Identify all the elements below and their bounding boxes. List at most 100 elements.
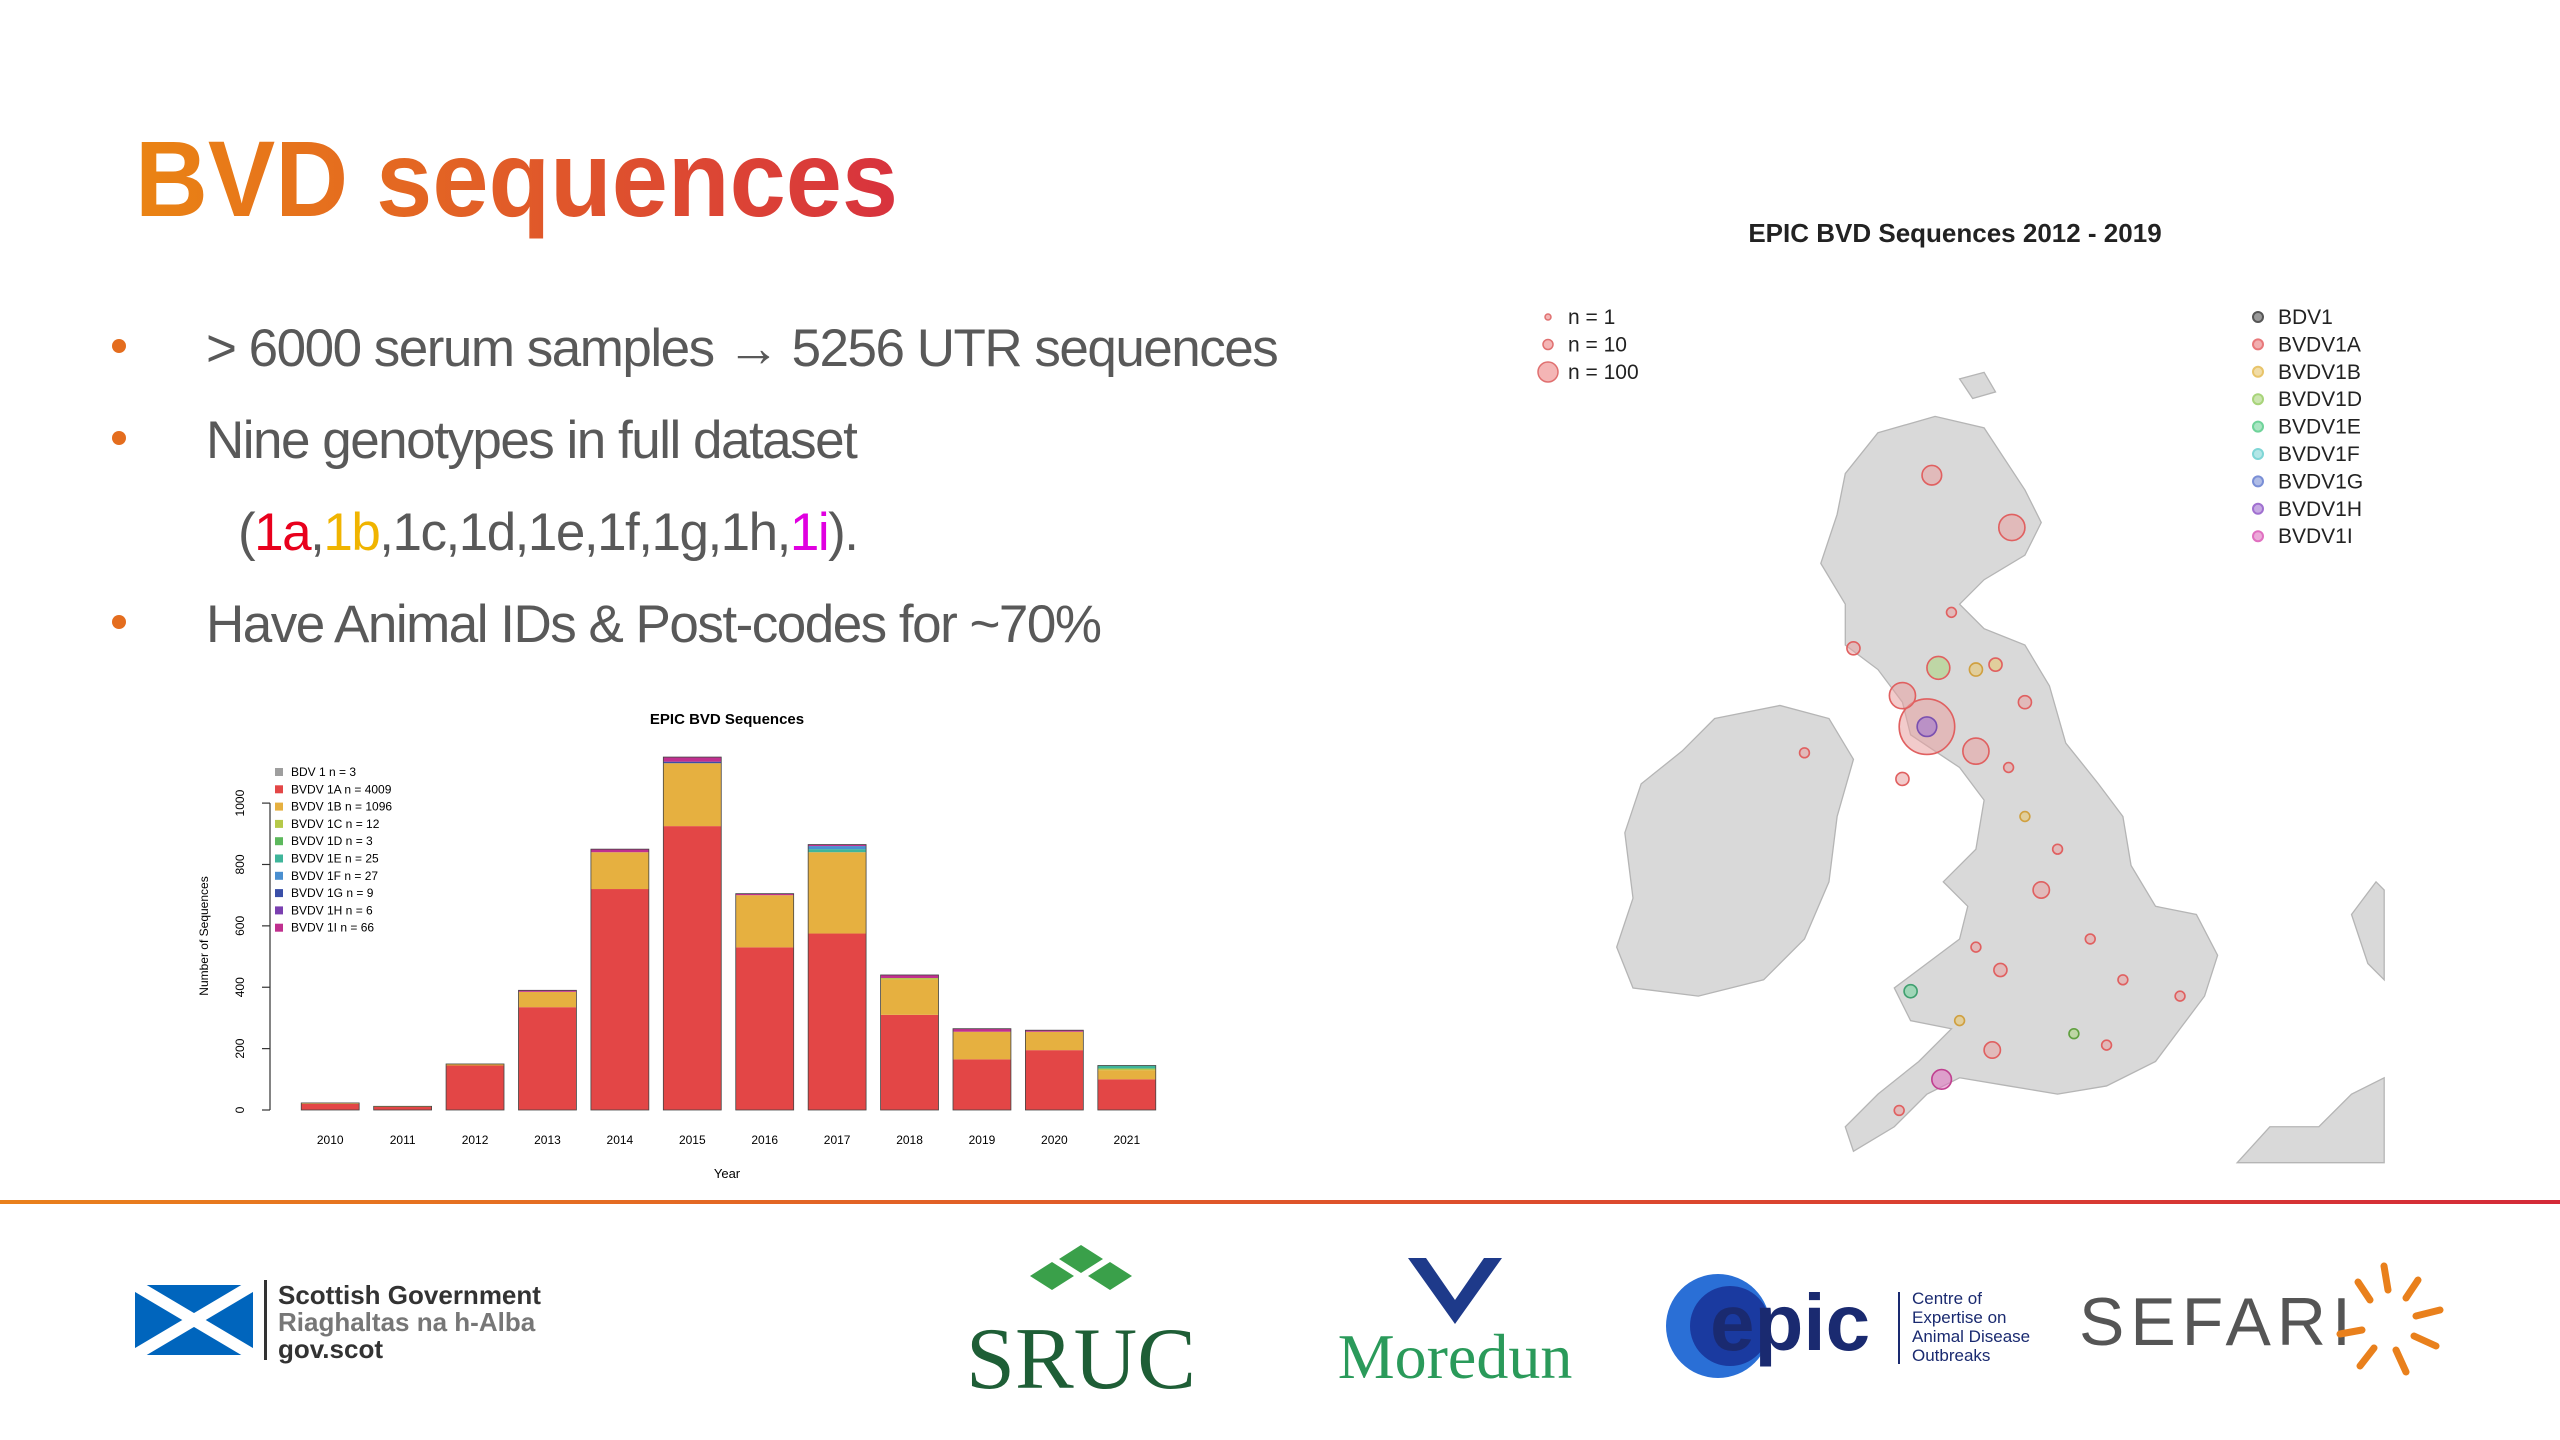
logo-text: Animal Disease [1912, 1327, 2030, 1346]
bar-outline [735, 893, 795, 1111]
text-span: ). [828, 503, 857, 562]
y-tick-label: 1000 [233, 789, 247, 816]
bar-outline [662, 756, 722, 1111]
legend-marker [2252, 530, 2264, 543]
legend-label: BVDV 1G n = 9 [291, 886, 374, 900]
orkney [1958, 371, 1997, 400]
legend-swatch [275, 802, 283, 811]
slide-title: BVD sequences [135, 118, 898, 239]
map-points [1798, 464, 2186, 1117]
legend-marker [2252, 475, 2264, 488]
logo-text: Expertise on [1912, 1308, 2007, 1327]
bar-segment [301, 1103, 360, 1110]
epic-logo: epic Centre of Expertise on Animal Disea… [1666, 1274, 2030, 1378]
legend-label: BDV1 [2278, 306, 2333, 329]
x-tick-label: 2013 [534, 1133, 561, 1147]
bar-outline [952, 1028, 1012, 1111]
ireland [1615, 704, 1855, 997]
x-axis-label: Year [714, 1166, 741, 1181]
x-tick-label: 2020 [1041, 1133, 1068, 1147]
x-tick-label: 2018 [896, 1133, 923, 1147]
bar-segment [808, 844, 867, 847]
continent [2350, 880, 2385, 982]
size-legend-label: n = 1 [1568, 306, 1615, 329]
y-tick-label: 200 [233, 1038, 247, 1058]
legend-label: BVDV 1H n = 6 [291, 903, 373, 917]
legend-swatch [275, 785, 283, 794]
bar-segment [808, 933, 867, 1110]
logo-text: epic [1710, 1278, 1870, 1367]
bar-segment [518, 991, 577, 1008]
legend-marker [2252, 420, 2264, 433]
x-tick-label: 2015 [679, 1133, 706, 1147]
sruc-logo: SRUC [966, 1245, 1196, 1408]
bar-outline [1025, 1029, 1084, 1111]
size-legend-marker [1544, 313, 1552, 321]
text-span: ( [238, 503, 256, 562]
logo-text: SRUC [966, 1311, 1196, 1408]
legend-label: BDV 1 n = 3 [291, 765, 356, 779]
legend-label: BVDV1H [2278, 498, 2362, 521]
bar-segment [446, 1065, 505, 1110]
legend-label: BVDV 1C n = 12 [291, 817, 380, 831]
bar-segment [735, 893, 794, 896]
logo-text: SEFARI [2079, 1284, 2357, 1360]
text-span: ,1c,1d,1e,1f,1g,1h, [379, 503, 790, 562]
bar-segment [880, 1014, 939, 1110]
bar-segment [735, 895, 794, 948]
bar-segment [808, 852, 867, 934]
legend-label: BVDV1E [2278, 416, 2361, 439]
text-span: 1i [790, 503, 828, 562]
logos: Scottish Government Riaghaltas na h-Alba… [131, 1245, 2444, 1408]
legend-label: BVDV 1E n = 25 [291, 852, 379, 866]
bar-segment [590, 889, 649, 1110]
bullet-sub: (1a,1b,1c,1d,1e,1f,1g,1h,1i). [238, 503, 858, 562]
text-span: , [310, 503, 323, 562]
text-span: 1a [254, 503, 312, 562]
legend-label: BVDV1F [2278, 443, 2360, 466]
legend-swatch [275, 889, 283, 898]
bullet: Have Animal IDs & Post-codes for ~70% [206, 595, 1101, 654]
bar-chart: EPIC BVD Sequences Year Number of Sequen… [197, 711, 1157, 1181]
bar-segment [663, 757, 722, 762]
bullet-dot [112, 615, 126, 629]
bar-segment [880, 979, 939, 1015]
legend-label: BVDV 1D n = 3 [291, 834, 373, 848]
legend-label: BVDV 1F n = 27 [291, 869, 378, 883]
x-tick-label: 2019 [969, 1133, 996, 1147]
legend-marker [2252, 393, 2264, 406]
bar-segment [1097, 1070, 1156, 1080]
legend-swatch [275, 871, 283, 880]
legend-label: BVDV1B [2278, 361, 2361, 384]
france [2235, 1076, 2385, 1164]
bar-segment [1097, 1079, 1156, 1110]
x-tick-label: 2012 [462, 1133, 489, 1147]
bar-segment [663, 763, 722, 827]
bar-outline [807, 844, 867, 1111]
bar-segment [301, 1102, 360, 1104]
x-tick-label: 2014 [607, 1133, 634, 1147]
legend-marker [2252, 502, 2264, 515]
bar-segment [880, 974, 939, 979]
bar-segment [1097, 1065, 1156, 1069]
bar-outline [373, 1105, 432, 1111]
map-shapes [1615, 371, 2385, 1164]
legend-swatch [275, 906, 283, 915]
legend-label: BVDV1D [2278, 388, 2362, 411]
size-legend-marker [1537, 361, 1559, 383]
x-tick-label: 2016 [751, 1133, 778, 1147]
legend-marker [2252, 311, 2264, 323]
legend-label: BVDV 1I n = 66 [291, 921, 374, 935]
legend-label: BVDV 1B n = 1096 [291, 800, 392, 814]
text-span: 1b [323, 503, 379, 562]
y-tick-label: 0 [233, 1106, 247, 1113]
bar-segment [808, 846, 867, 850]
x-tick-label: 2011 [390, 1133, 416, 1147]
bar-segment [952, 1059, 1011, 1110]
logo-text: Scottish Government [278, 1280, 541, 1310]
legend-swatch [275, 819, 283, 828]
bar-outline [445, 1063, 505, 1111]
map: EPIC BVD Sequences 2012 - 2019 n = 1 n = … [1537, 218, 2385, 1164]
